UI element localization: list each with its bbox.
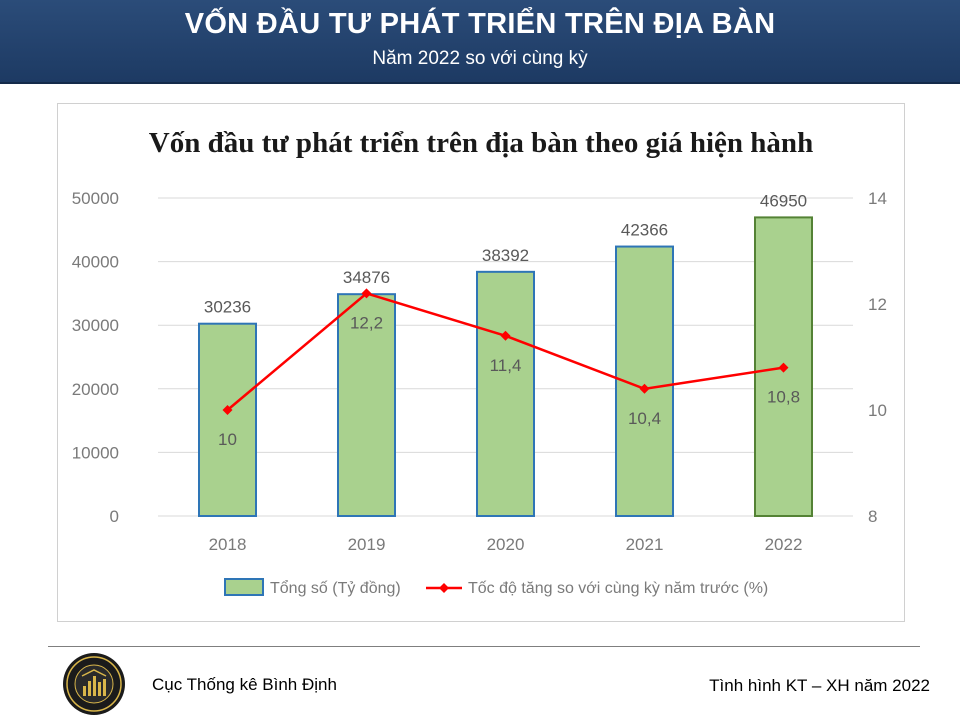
bar-value-label: 30236 <box>204 298 251 317</box>
growth-rate-label: 12,2 <box>350 313 383 332</box>
y-right-tick-label: 12 <box>868 295 887 314</box>
page-title: VỐN ĐẦU TƯ PHÁT TRIỂN TRÊN ĐỊA BÀN <box>184 8 776 40</box>
x-tick-label: 2019 <box>348 535 386 554</box>
legend-bar-swatch <box>224 578 264 596</box>
footer-report-title: Tình hình KT – XH năm 2022 <box>709 676 930 695</box>
growth-rate-marker <box>639 383 650 394</box>
growth-rate-label: 10 <box>218 430 237 449</box>
y-left-tick-label: 10000 <box>72 443 119 462</box>
growth-rate-marker <box>361 288 372 299</box>
bar <box>337 293 396 517</box>
growth-rate-label: 10,8 <box>767 388 800 407</box>
y-left-tick-label: 0 <box>110 507 119 526</box>
legend: Tổng số (Tỷ đồng) Tốc độ tăng so với cùng… <box>224 578 768 597</box>
legend-bar-label: Tổng số (Tỷ đồng) <box>270 579 401 597</box>
y-left-tick-label: 40000 <box>72 253 119 272</box>
y-left-tick-label: 50000 <box>72 189 119 208</box>
growth-rate-label: 11,4 <box>490 356 522 375</box>
combo-chart: Vốn đầu tư phát triển trên địa bàn theo … <box>72 127 887 597</box>
y-right-tick-label: 14 <box>868 189 887 208</box>
x-tick-label: 2020 <box>487 535 525 554</box>
y-right-tick-label: 8 <box>868 507 877 526</box>
growth-rate-marker <box>222 405 233 415</box>
bar-value-label: 38392 <box>482 246 529 265</box>
bar-series <box>198 216 813 517</box>
legend-line-label: Tốc độ tăng so với cùng kỳ năm trước (%) <box>468 580 768 597</box>
line-series <box>222 288 789 415</box>
growth-rate-marker <box>500 330 511 341</box>
growth-rate-label: 10,4 <box>628 409 661 428</box>
footer-divider <box>48 646 920 647</box>
bar <box>198 322 257 517</box>
header-banner: VỐN ĐẦU TƯ PHÁT TRIỂN TRÊN ĐỊA BÀN Năm 2… <box>0 0 960 84</box>
x-tick-label: 2021 <box>626 535 664 554</box>
legend-line-marker <box>439 583 449 593</box>
x-tick-label: 2022 <box>765 535 803 554</box>
footer-organization: Cục Thống kê Bình Định <box>152 675 337 694</box>
page-subtitle: Năm 2022 so với cùng kỳ <box>372 48 588 69</box>
y-right-tick-label: 10 <box>868 401 887 420</box>
growth-rate-marker <box>778 362 789 373</box>
axes: 0 10000 20000 30000 40000 50000 8 10 12 14 2018 201… <box>72 189 887 554</box>
bar-value-label: 46950 <box>760 191 807 210</box>
gso-logo-icon <box>63 653 125 715</box>
y-left-tick-label: 20000 <box>72 380 119 399</box>
chart-title: Vốn đầu tư phát triển trên địa bàn theo … <box>149 127 813 159</box>
bar-value-label: 34876 <box>343 268 390 287</box>
x-tick-label: 2018 <box>209 535 247 554</box>
chart-frame: Vốn đầu tư phát triển trên địa bàn theo … <box>57 103 905 622</box>
bar-value-label: 42366 <box>621 221 668 240</box>
data-labels: 30236 34876 38392 42366 46950 10 12,2 11,4 10,4 1… <box>204 191 807 449</box>
bar <box>476 270 535 517</box>
y-left-tick-label: 30000 <box>72 316 119 335</box>
